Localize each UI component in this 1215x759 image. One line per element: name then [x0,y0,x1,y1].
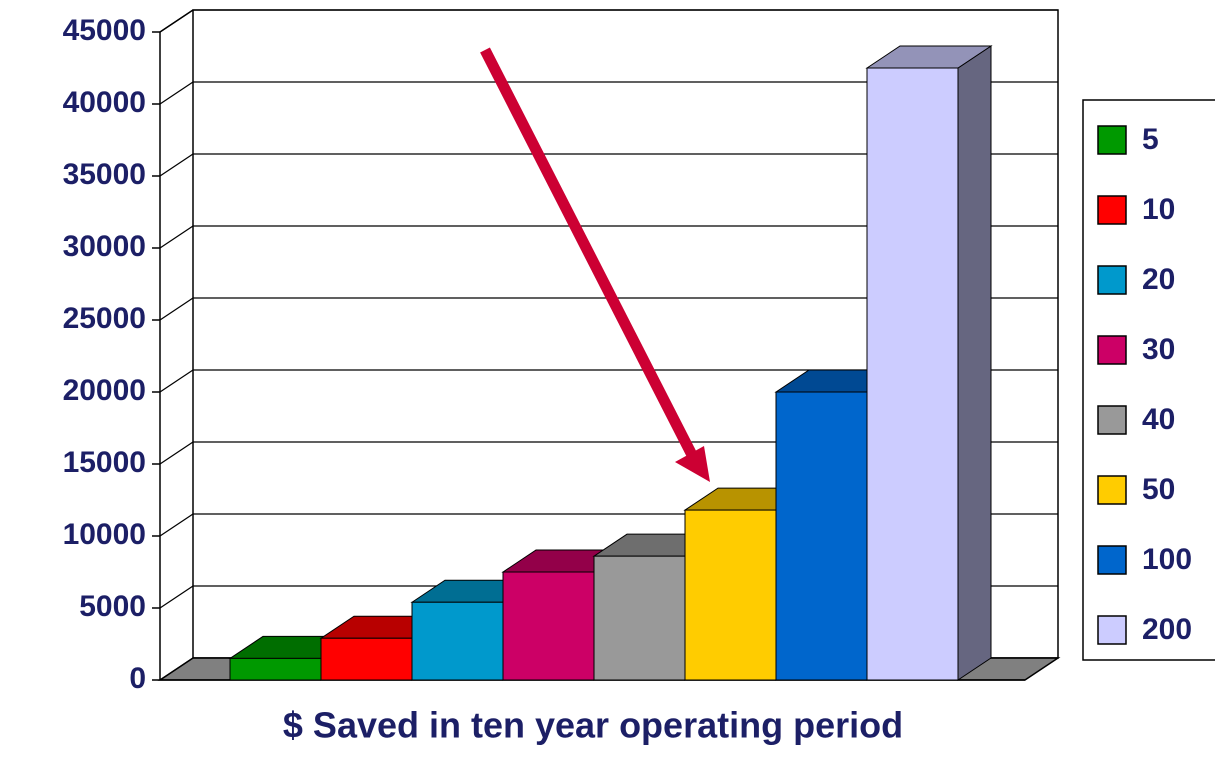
legend-label: 200 [1142,613,1192,646]
grid-line [159,585,194,609]
bar-front [866,67,959,681]
legend-label: 40 [1142,403,1175,436]
y-tick-label: 15000 [63,446,146,479]
bar-front [502,571,595,681]
annotation-arrowhead [675,446,710,482]
legend-label: 10 [1142,193,1175,226]
bar-front [411,601,504,681]
legend-label: 5 [1142,123,1159,156]
y-tick-label: 45000 [63,14,146,47]
grid-line [159,441,194,465]
grid-line [159,225,194,249]
y-tick-label: 40000 [63,86,146,119]
grid-line [159,9,194,33]
grid-line [159,657,194,681]
x-axis-label: $ Saved in ten year operating period [283,705,903,746]
y-tick-label: 10000 [63,518,146,551]
legend-swatch [1097,195,1127,225]
grid-line [159,297,194,321]
bar-front [320,637,413,681]
legend-label: 20 [1142,263,1175,296]
bar [865,45,993,681]
bar-front [593,555,686,681]
legend-swatch [1097,615,1127,645]
annotation-arrow [480,47,697,458]
legend-label: 50 [1142,473,1175,506]
y-tick-label: 25000 [63,302,146,335]
legend-swatch [1097,265,1127,295]
y-tick-label: 20000 [63,374,146,407]
legend-swatch [1097,335,1127,365]
y-tick-label: 30000 [63,230,146,263]
grid-line [159,513,194,537]
y-tick-label: 35000 [63,158,146,191]
bar-front [684,509,777,681]
grid-line [159,153,194,177]
legend-swatch [1097,545,1127,575]
y-tick-label: 0 [129,662,146,695]
bar-front [229,657,322,681]
legend-label: 100 [1142,543,1192,576]
bar-front [775,391,868,681]
legend-swatch [1097,405,1127,435]
legend-box [1082,99,1215,661]
legend-swatch [1097,125,1127,155]
grid-line [159,369,194,393]
legend-swatch [1097,475,1127,505]
y-tick-label: 5000 [79,590,146,623]
legend-label: 30 [1142,333,1175,366]
bar-side [957,45,992,681]
grid-line [159,81,194,105]
